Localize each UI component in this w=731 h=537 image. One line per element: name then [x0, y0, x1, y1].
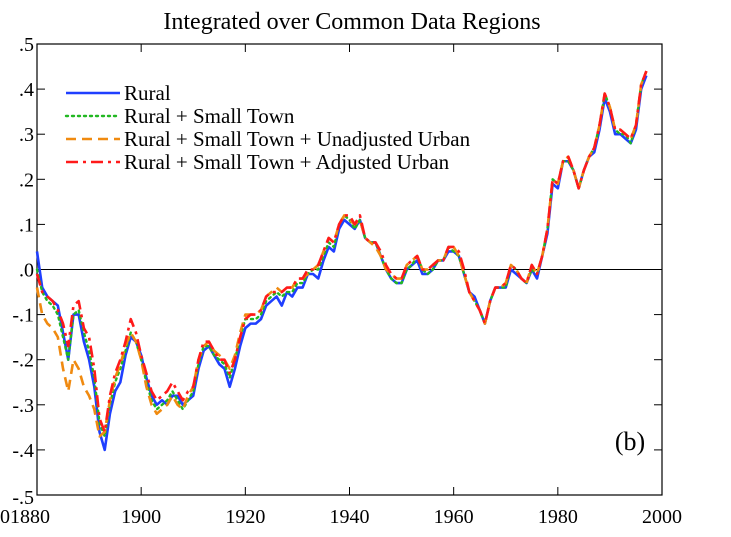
y-tick-label: .3 [19, 124, 34, 146]
y-tick-label: -.2 [12, 350, 34, 372]
y-tick-label: .0 [19, 260, 34, 282]
series-line-dashdot [35, 70, 648, 434]
x-tick-label: 1960 [434, 506, 474, 528]
y-tick-label: -.5 [12, 487, 34, 509]
y-tick-label: .5 [19, 34, 34, 56]
legend-label: Rural + Small Town + Unadjusted Urban [124, 127, 471, 151]
y-tick-label: .2 [19, 169, 34, 191]
legend-label: Rural + Small Town [124, 104, 295, 128]
chart-title: Integrated over Common Data Regions [163, 9, 540, 35]
x-tick-label: 1920 [225, 506, 265, 528]
x-tick-label: 1900 [121, 506, 161, 528]
y-tick-label: -.1 [12, 305, 34, 327]
x-tick-label: 01880 [0, 506, 50, 528]
x-axis: 01880 1900 1920 1940 1960 1980 2000 [0, 44, 682, 528]
legend-label: Rural [124, 81, 171, 105]
y-tick-label: .4 [19, 79, 34, 101]
panel-label: (b) [615, 427, 645, 456]
y-tick-label: .1 [19, 214, 34, 236]
y-axis: -.4 -.3 -.2 -.1 .0 .1 .2 .3 .4 .5 -.5 [12, 34, 662, 509]
y-tick-label: -.3 [12, 395, 34, 417]
x-tick-label: 2000 [642, 506, 682, 528]
plot-area: 01880 1900 1920 1940 1960 1980 2000 -.4-.3-.2-… [0, 34, 682, 528]
legend-label: Rural + Small Town + Adjusted Urban [124, 150, 450, 174]
x-tick-label: 1940 [330, 506, 370, 528]
series-layer [35, 69, 648, 452]
y-tick-label: -.4 [12, 440, 34, 462]
x-tick-label: 1980 [538, 506, 578, 528]
